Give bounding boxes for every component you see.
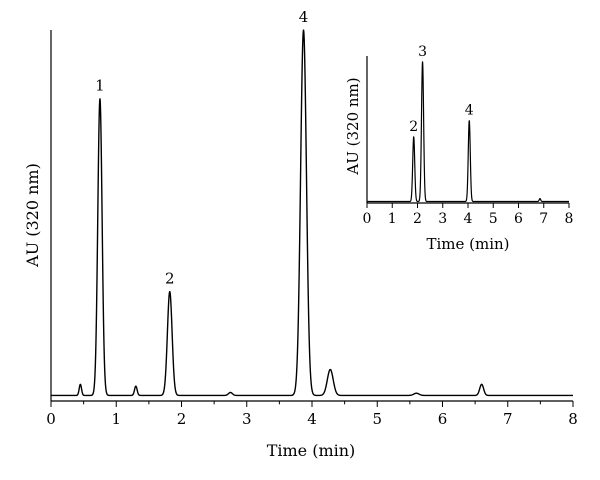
main-x-tick-label: 8: [568, 410, 578, 428]
inset-x-tick-label: 6: [514, 211, 523, 227]
inset-peak-label: 2: [409, 119, 418, 135]
main-peak-label: 1: [95, 77, 105, 95]
inset-x-axis-title: Time (min): [426, 235, 509, 253]
main-x-tick-label: 1: [111, 410, 121, 428]
main-x-tick-label: 4: [307, 410, 317, 428]
main-x-tick-label: 7: [503, 410, 513, 428]
main-trace: [50, 29, 574, 397]
main-y-axis-title: AU (320 nm): [23, 163, 42, 268]
inset-x-tick-label: 7: [539, 211, 548, 227]
inset-y-axis-title: AU (320 nm): [344, 77, 362, 175]
main-x-tick-label: 0: [46, 410, 56, 428]
main-x-axis-title: Time (min): [267, 441, 356, 460]
inset-x-tick-label: 1: [388, 211, 397, 227]
main-x-tick-label: 2: [177, 410, 187, 428]
inset-x-tick-label: 0: [363, 211, 372, 227]
inset-peak-label: 4: [465, 103, 474, 119]
inset-x-tick-label: 8: [565, 211, 574, 227]
inset-x-tick-label: 2: [413, 211, 422, 227]
main-x-tick-label: 6: [438, 410, 448, 428]
main-peak-label: 2: [165, 270, 175, 288]
main-x-tick-label: 5: [372, 410, 382, 428]
main-peak-label: 4: [299, 8, 309, 26]
inset-trace: [366, 61, 570, 203]
inset-x-tick-label: 4: [464, 211, 473, 227]
inset-x-tick-label: 5: [489, 211, 498, 227]
inset-x-tick-label: 3: [438, 211, 447, 227]
main-x-tick-label: 3: [242, 410, 252, 428]
inset-peak-label: 3: [418, 44, 427, 60]
